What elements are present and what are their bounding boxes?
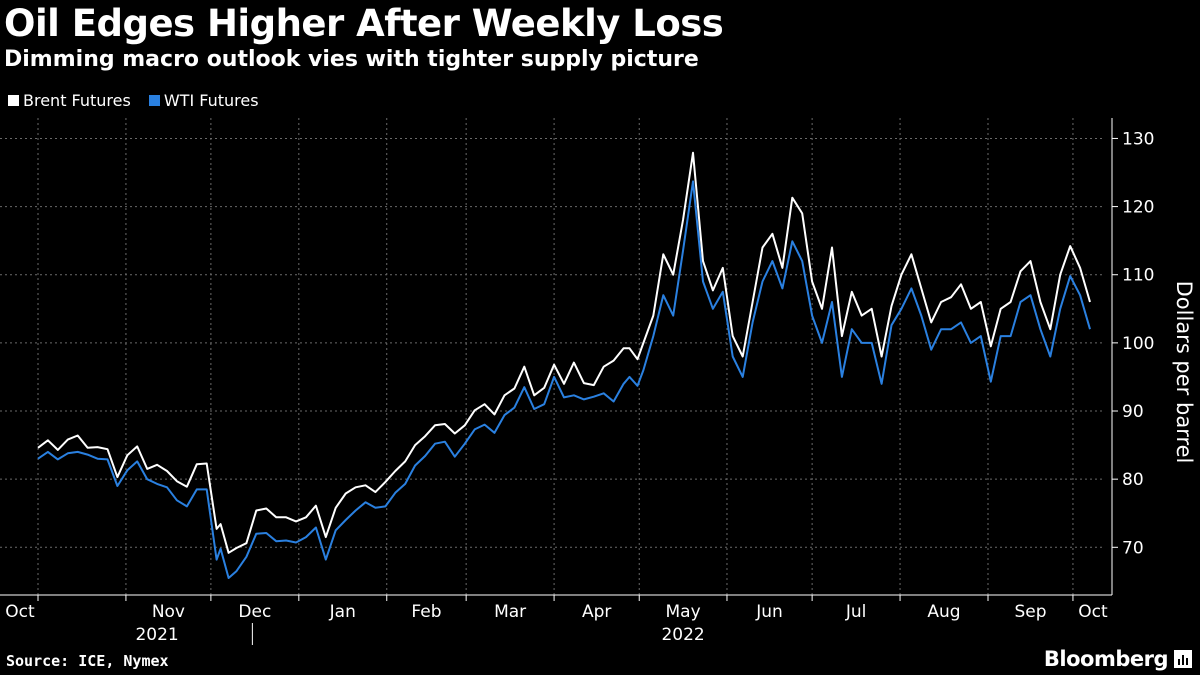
x-tick-label: Mar	[494, 602, 526, 622]
legend-label-brent: Brent Futures	[23, 91, 131, 110]
x-tick-label: Jun	[755, 602, 783, 622]
y-tick-label: 70	[1122, 538, 1144, 558]
x-tick-label: Jan	[329, 602, 356, 622]
legend-label-wti: WTI Futures	[163, 91, 259, 110]
source-note: Source: ICE, Nymex	[6, 652, 169, 670]
axes: 70 80 90 100 110 120 130 Oct Nov Dec Jan Feb Mar Apr M…	[0, 118, 1154, 645]
x-tick-label: Oct	[5, 602, 35, 622]
series-line-wti	[37, 180, 1091, 579]
x-tick-label: May	[666, 602, 701, 622]
y-tick-label: 130	[1122, 129, 1154, 149]
x-tick-label: Sep	[1014, 602, 1046, 622]
chart-subtitle: Dimming macro outlook vies with tighter …	[4, 47, 699, 72]
year-label: 2022	[661, 625, 704, 645]
x-tick-label: Jul	[845, 602, 867, 622]
bloomberg-logo-icon	[1174, 650, 1192, 668]
legend-item-brent: Brent Futures	[8, 91, 131, 110]
grid	[0, 118, 1104, 595]
y-tick-label: 80	[1122, 470, 1144, 490]
brand: Bloomberg	[1044, 647, 1192, 671]
x-tick-label: Nov	[152, 602, 185, 622]
x-tick-label: Apr	[582, 602, 611, 622]
series-line-brent	[37, 151, 1091, 554]
y-tick-label: 100	[1122, 334, 1154, 354]
y-tick-label: 110	[1122, 266, 1154, 286]
x-tick-label: Feb	[411, 602, 441, 622]
chart-title: Oil Edges Higher After Weekly Loss	[4, 2, 724, 45]
legend: Brent Futures WTI Futures	[8, 91, 259, 110]
x-tick-label: Oct	[1078, 602, 1108, 622]
legend-item-wti: WTI Futures	[148, 91, 259, 110]
y-tick-label: 90	[1122, 402, 1144, 422]
x-tick-label: Aug	[927, 602, 960, 622]
x-tick-label: Dec	[238, 602, 271, 622]
series	[37, 151, 1091, 579]
legend-swatch-brent	[8, 95, 19, 106]
y-axis-label: Dollars per barrel	[1172, 281, 1196, 464]
year-label: 2021	[135, 625, 178, 645]
legend-swatch-wti	[148, 95, 160, 106]
brand-name: Bloomberg	[1043, 647, 1169, 671]
y-tick-label: 120	[1122, 198, 1154, 218]
